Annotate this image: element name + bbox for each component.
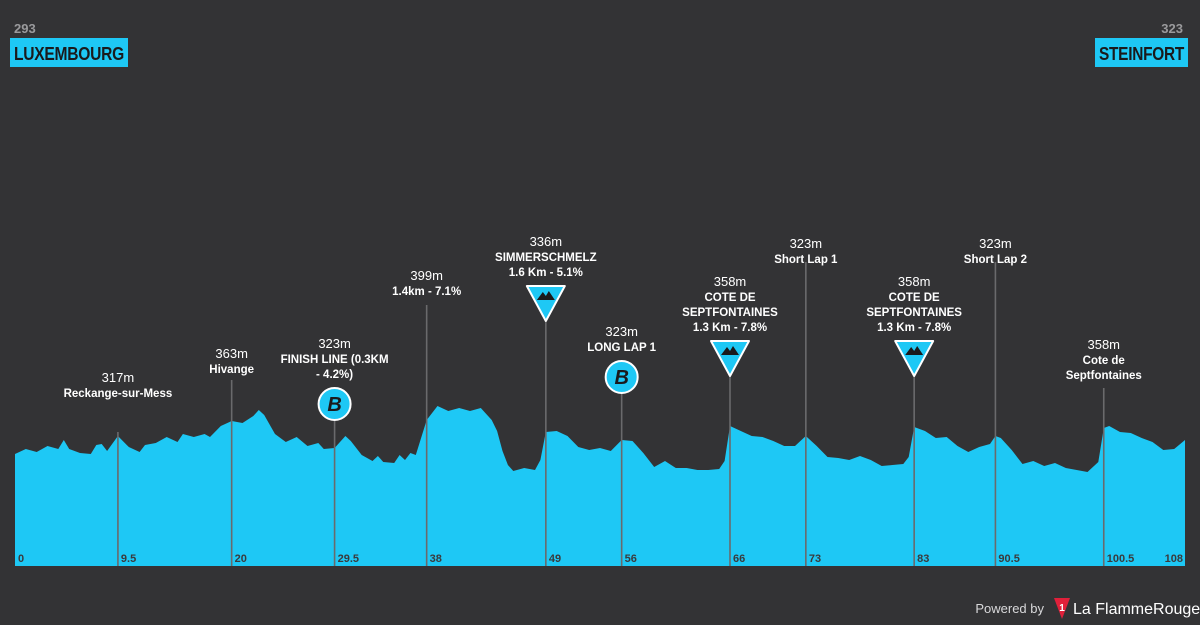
km-tick-label: 20 (235, 553, 247, 565)
point-name: SIMMERSCHMELZ (495, 252, 597, 264)
climb-triangle (710, 340, 750, 377)
point-elevation: 323m (790, 236, 823, 251)
point-name: Septfontaines (1066, 370, 1142, 382)
point-name: LONG LAP 1 (587, 342, 656, 354)
climb-icon (894, 340, 935, 377)
km-tick-label: 73 (809, 553, 821, 565)
point-name: SEPTFONTAINES (866, 307, 962, 319)
km-tick-label: 9.5 (121, 553, 136, 565)
point-elevation: 363m (215, 346, 248, 361)
start-city: LUXEMBOURG (14, 44, 124, 64)
point-name: Short Lap 2 (964, 254, 1027, 266)
bonus-circle (317, 387, 352, 421)
point-elevation: 323m (318, 336, 351, 351)
point-name: COTE DE (889, 292, 940, 304)
climb-mountain (721, 346, 739, 355)
km-tick-label: 83 (917, 553, 929, 565)
distance-axis: 0 9.5 20 29.5 38 49 56 66 73 83 90.5 100.5 108 (18, 553, 1183, 565)
point-elevation: 358m (1087, 337, 1120, 352)
km-tick-label: 38 (430, 553, 442, 565)
point-name: - 4.2%) (316, 369, 353, 381)
km-tick-label: 100.5 (1107, 553, 1135, 565)
km-tick-label: 108 (1165, 553, 1183, 565)
brand-name: La FlammeRouge (1073, 601, 1200, 618)
km-tick-label: 29.5 (338, 553, 359, 565)
climb-icon (525, 285, 566, 322)
start-city-box (10, 38, 128, 67)
point-elevation: 317m (102, 370, 135, 385)
point-elevation: 323m (979, 236, 1012, 251)
point-name: Cote de (1083, 355, 1125, 367)
flamme-rouge-logo-icon: 1 (1054, 598, 1070, 619)
bonus-letter: B (614, 367, 628, 389)
route-markers: 317m Reckange-sur-Mess 363m Hivange 323m FINI… (64, 234, 1142, 566)
km-tick-label: 49 (549, 553, 561, 565)
point-name: COTE DE (704, 292, 755, 304)
km-tick-label: 56 (625, 553, 637, 565)
point-name: SEPTFONTAINES (682, 307, 778, 319)
finish-city-box (1095, 38, 1188, 67)
point-name: Reckange-sur-Mess (64, 388, 173, 400)
bonus-b-icon: B (604, 360, 639, 394)
point-elevation: 399m (410, 268, 443, 283)
point-name: 1.3 Km - 7.8% (693, 322, 767, 334)
logo-digit: 1 (1059, 603, 1065, 614)
powered-by-text: Powered by (975, 601, 1044, 616)
km-tick-label: 90.5 (998, 553, 1019, 565)
point-elevation: 336m (530, 234, 563, 249)
km-tick-label: 0 (18, 553, 24, 565)
climb-triangle (525, 285, 566, 322)
finish-city: STEINFORT (1099, 44, 1184, 64)
climb-mountain (905, 346, 924, 355)
elevation-profile (15, 406, 1185, 566)
point-elevation: 323m (605, 324, 638, 339)
point-name: Hivange (209, 364, 254, 376)
start-elevation: 293 (14, 21, 36, 36)
finish-elevation: 323 (1161, 21, 1183, 36)
point-name: 1.3 Km - 7.8% (877, 322, 951, 334)
point-elevation: 358m (898, 274, 931, 289)
point-name: 1.6 Km - 5.1% (509, 267, 583, 279)
point-name: FINISH LINE (0.3KM (281, 354, 389, 366)
bonus-letter: B (327, 394, 341, 416)
bonus-b-icon: B (317, 387, 352, 421)
point-name: 1.4km - 7.1% (392, 286, 461, 298)
point-name: Short Lap 1 (774, 254, 838, 266)
climb-triangle (894, 340, 935, 377)
climb-icon (710, 340, 750, 377)
climb-mountain (536, 291, 555, 300)
point-elevation: 358m (714, 274, 747, 289)
bonus-circle (604, 360, 639, 394)
km-tick-label: 66 (733, 553, 745, 565)
